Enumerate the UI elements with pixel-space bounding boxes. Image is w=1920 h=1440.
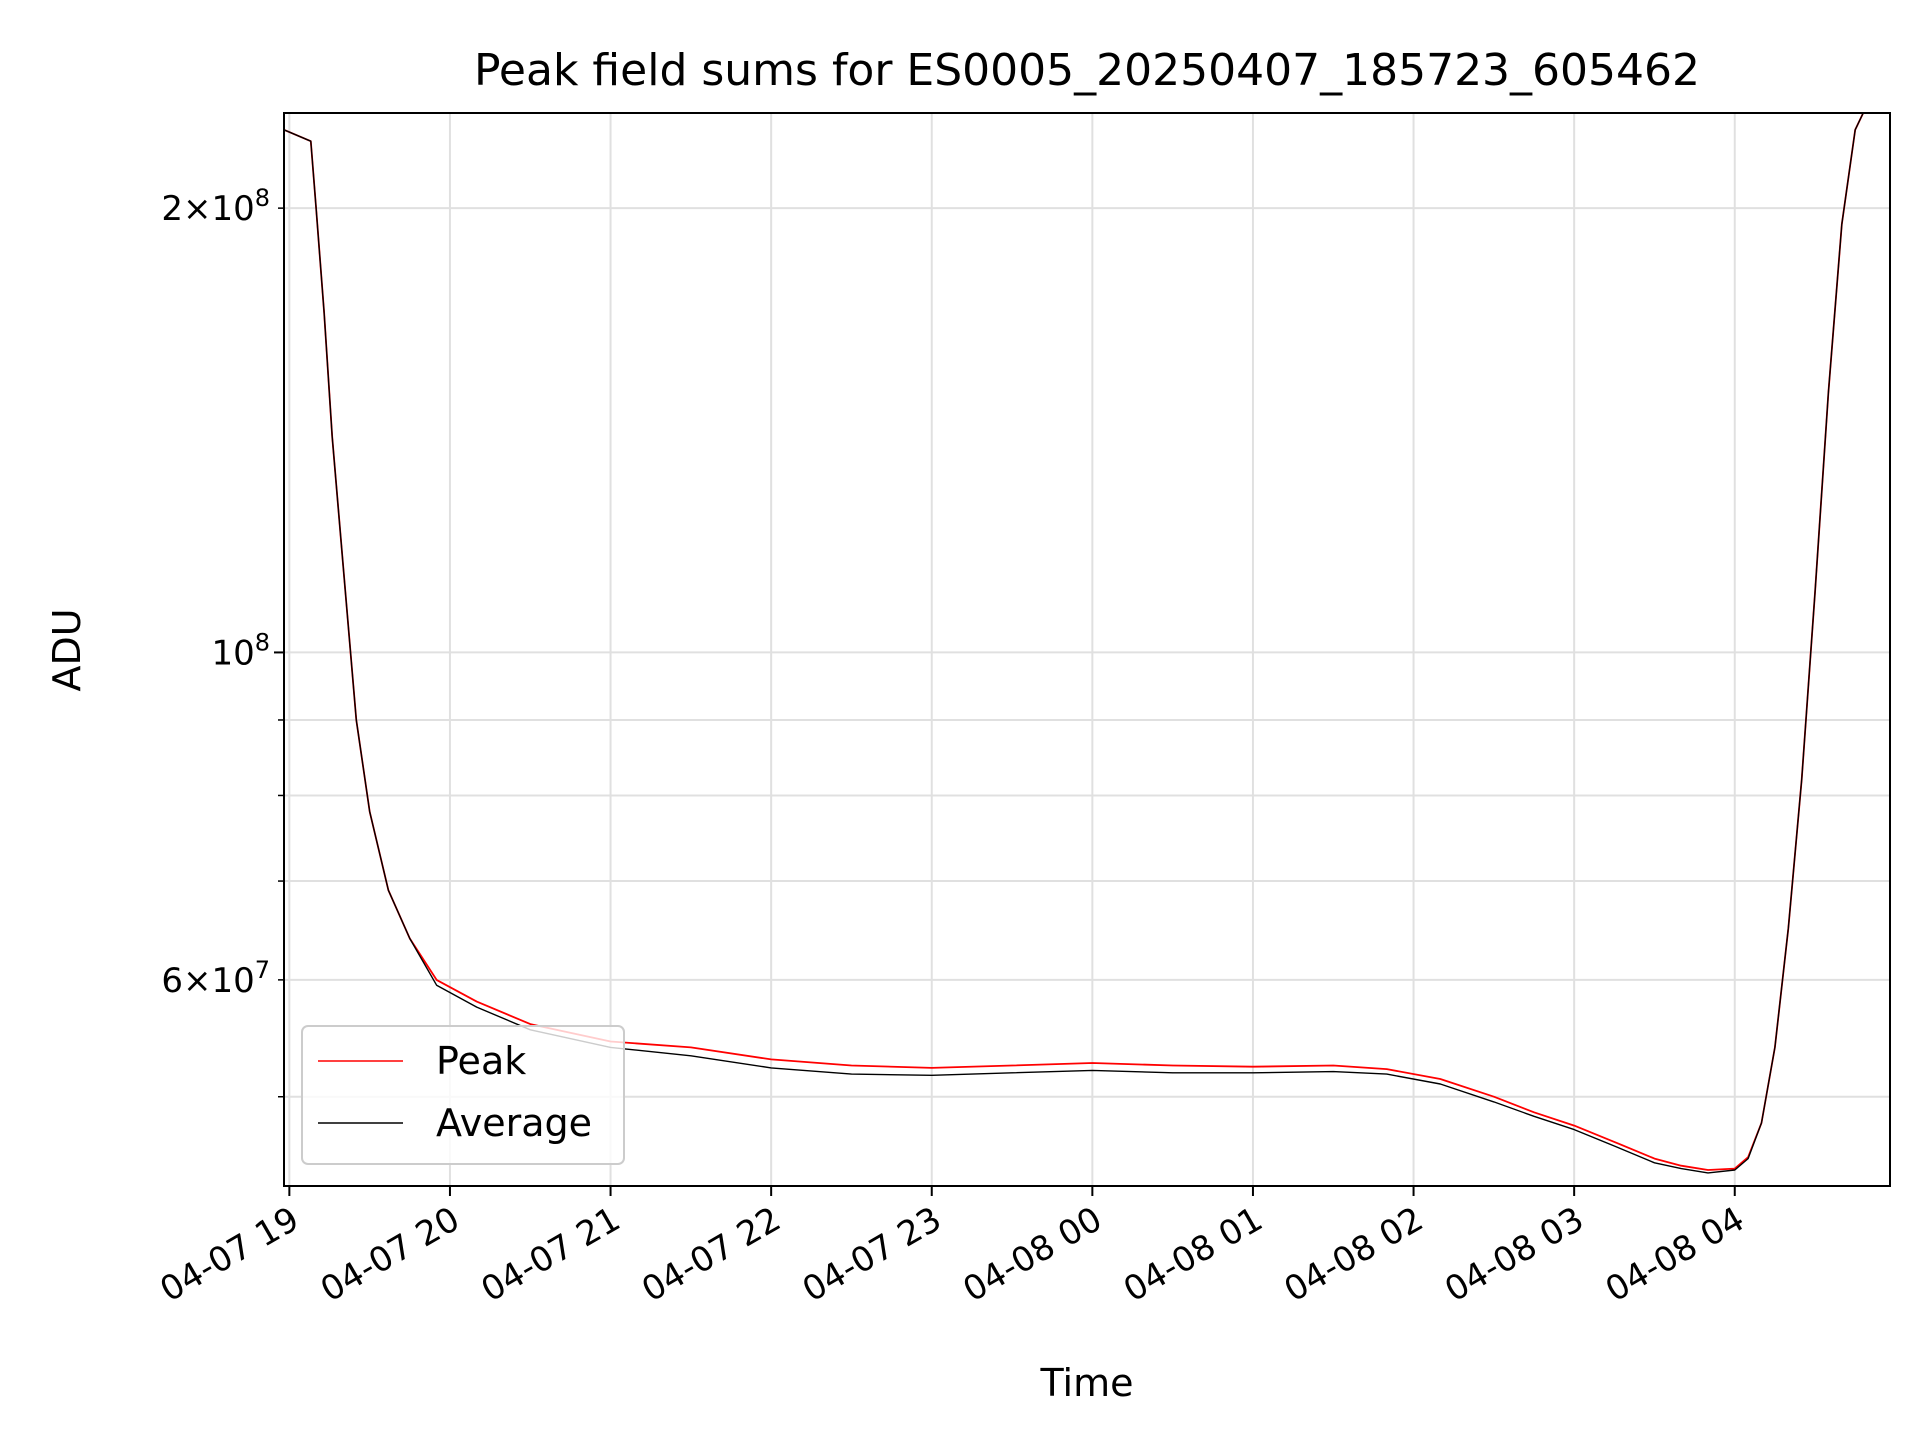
- y-axis-label: ADU: [45, 608, 89, 691]
- x-tick-label: 04-07 20: [314, 1199, 466, 1310]
- legend: Peak Average: [301, 1025, 625, 1165]
- y-tick-mantissa: 2: [161, 189, 183, 229]
- y-tick-exponent: 8: [255, 184, 270, 212]
- y-tick-label: 6×107: [161, 956, 270, 1001]
- legend-label-average: Average: [436, 1101, 592, 1145]
- series-line-average: [283, 112, 1864, 1174]
- legend-label-peak: Peak: [436, 1039, 526, 1083]
- x-tick-label: 04-07 19: [153, 1199, 305, 1310]
- x-tick-label: 04-07 21: [475, 1199, 627, 1310]
- x-tick-label: 04-07 23: [796, 1199, 948, 1310]
- x-axis-label: Time: [1040, 1361, 1134, 1405]
- x-tick-label: 04-08 04: [1599, 1199, 1751, 1310]
- chart-title: Peak field sums for ES0005_20250407_1857…: [474, 45, 1700, 96]
- grid-lines: [284, 113, 1890, 1186]
- x-tick-label: 04-07 22: [635, 1199, 787, 1310]
- y-tick-base: 10: [211, 961, 254, 1001]
- x-tick-label: 04-08 01: [1117, 1199, 1269, 1310]
- series-lines: [283, 112, 1865, 1174]
- y-tick-exponent: 8: [255, 628, 270, 656]
- x-tick-label: 04-08 03: [1438, 1199, 1590, 1310]
- y-tick-mantissa: 6: [161, 961, 183, 1001]
- y-tick-exponent: 7: [255, 956, 270, 984]
- series-line-peak: [283, 112, 1865, 1171]
- y-tick-base: 10: [211, 633, 254, 673]
- y-tick-label: 2×108: [161, 184, 270, 229]
- y-tick-label: 108: [211, 628, 270, 673]
- x-axis-ticks: 04-07 19 04-07 20 04-07 21 04-07 22 04-07 23…: [153, 1186, 1751, 1310]
- x-tick-label: 04-08 00: [956, 1199, 1108, 1310]
- y-tick-base: 10: [211, 189, 254, 229]
- x-tick-label: 04-08 02: [1278, 1199, 1430, 1310]
- plot-frame: [283, 112, 1891, 1187]
